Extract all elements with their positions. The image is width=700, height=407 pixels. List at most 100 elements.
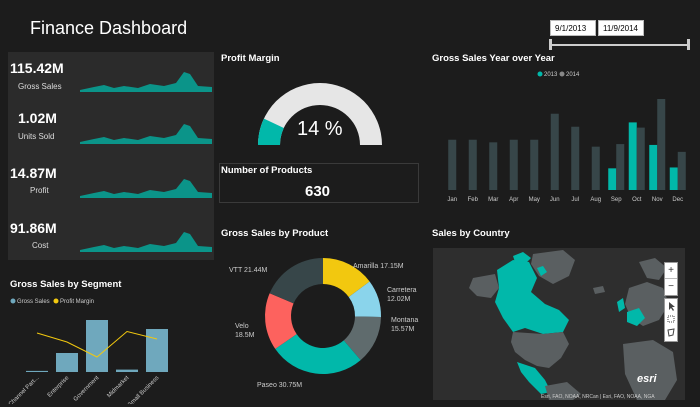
slice-montana xyxy=(343,316,381,361)
slider-start-handle[interactable] xyxy=(549,39,552,50)
slice-value-montana: 15.57M xyxy=(391,326,415,333)
x-tick-nov: Nov xyxy=(652,197,663,203)
south-america-region xyxy=(545,382,581,400)
usa-region xyxy=(511,332,569,368)
segment-tick-4: Small Business xyxy=(127,375,160,404)
kpi-sparklines xyxy=(80,72,212,252)
country-map-title: Sales by Country xyxy=(432,228,510,239)
rectangle-select-icon xyxy=(667,315,675,323)
profit-margin-value: 14 % xyxy=(297,118,343,140)
map-attribution: Esri, FAO, NOAA, NRCan | Esri, FAO, NOAA… xyxy=(541,394,655,400)
slider-end-handle[interactable] xyxy=(687,39,690,50)
greenland-region xyxy=(531,250,575,284)
bar-2014-oct xyxy=(636,127,645,190)
profit-margin-title: Profit Margin xyxy=(221,53,280,64)
end-date-input[interactable]: 11/9/2014 xyxy=(598,20,644,36)
slice-vtt xyxy=(269,258,323,304)
legend-2014-label: 2014 xyxy=(566,72,580,78)
zoom-out-button[interactable]: − xyxy=(668,281,674,292)
bar-2014-dec xyxy=(677,151,686,190)
gross-sales-by-product-chart: Amarilla 17.15M Carretera 12.02M Montana 15.… xyxy=(229,258,418,389)
bar-2013-dec xyxy=(669,167,678,190)
africa-region xyxy=(623,340,677,400)
bar-2013-nov xyxy=(649,144,658,190)
profit-margin-gauge xyxy=(258,83,382,145)
sales-by-country-map[interactable]: + − esri Esri, FAO, NOAA, NRCan | Esri, … xyxy=(433,248,685,400)
bar-2014-may xyxy=(530,139,539,190)
mexico-region xyxy=(517,362,551,394)
gauge-background xyxy=(258,83,382,145)
france-germany-region xyxy=(627,308,645,326)
date-range-slider[interactable] xyxy=(550,44,690,46)
segment-bar-3 xyxy=(116,369,138,372)
segment-tick-1: Enterprise xyxy=(47,375,71,399)
segment-bar-1 xyxy=(56,353,78,372)
start-date-input[interactable]: 9/1/2013 xyxy=(550,20,596,36)
slice-value-carretera: 12.02M xyxy=(387,296,411,303)
slice-paseo xyxy=(275,334,361,374)
segment-bar-0 xyxy=(26,370,48,372)
slice-carretera xyxy=(348,281,381,317)
kpi-panel: 115.42M Gross Sales 1.02M Units Sold 14.… xyxy=(8,52,214,260)
bar-2014-nov xyxy=(657,99,666,190)
profit-value: 14.87M xyxy=(10,165,57,181)
canada-region xyxy=(495,260,569,334)
zoom-in-button[interactable]: + xyxy=(665,263,677,279)
x-tick-aug: Aug xyxy=(590,197,601,203)
page-title: Finance Dashboard xyxy=(30,18,188,38)
bar-2013-oct xyxy=(628,122,637,190)
map-tool-icons xyxy=(667,302,675,337)
yoy-legend: 2013 2014 xyxy=(537,71,580,78)
bar-2014-apr xyxy=(509,139,518,190)
gross-sales-by-segment-chart: Gross Sales Profit Margin Channel Part... E… xyxy=(8,298,168,404)
gross-sales-yoy-chart: 2013 2014 Jan Feb Mar Apr May Jun Jul Aug Sep Oct No… xyxy=(447,71,686,203)
x-tick-oct: Oct xyxy=(632,197,642,203)
bar-2014-jul xyxy=(571,126,580,190)
number-of-products-title: Number of Products xyxy=(221,165,313,176)
x-tick-jun: Jun xyxy=(550,197,560,203)
uk-region xyxy=(617,298,625,312)
slice-label-montana: Montana xyxy=(391,317,418,324)
gross-sales-label: Gross Sales xyxy=(18,82,62,91)
slice-label-vtt: VTT 21.44M xyxy=(229,267,268,274)
esri-logo: esri xyxy=(637,373,657,385)
yoy-chart-title: Gross Sales Year over Year xyxy=(432,53,555,64)
number-of-products-value: 630 xyxy=(305,183,331,200)
iceland-region xyxy=(593,286,605,294)
number-of-products-card xyxy=(219,163,419,203)
product-chart-title: Gross Sales by Product xyxy=(221,228,329,239)
bar-2014-jun xyxy=(550,113,559,190)
bar-2014-aug xyxy=(591,146,600,190)
scandinavia-region xyxy=(639,258,667,280)
units-sold-label: Units Sold xyxy=(18,132,55,141)
bar-2014-sep xyxy=(616,144,625,190)
x-tick-sep: Sep xyxy=(611,197,622,203)
profit-label: Profit xyxy=(30,186,49,195)
legend-profit-margin-label: Profit Margin xyxy=(60,299,94,305)
segment-tick-3: Midmarket xyxy=(106,375,130,399)
world-map xyxy=(469,250,677,400)
bar-2014-feb xyxy=(468,139,477,190)
gross-sales-sparkline xyxy=(80,72,212,92)
x-tick-jul: Jul xyxy=(571,197,579,203)
gauge-fill xyxy=(258,118,284,145)
x-tick-mar: Mar xyxy=(488,197,498,203)
legend-profit-margin-marker xyxy=(53,298,59,304)
zoom-controls: + − xyxy=(664,262,678,296)
legend-2013-label: 2013 xyxy=(544,72,558,78)
x-tick-may: May xyxy=(529,197,540,203)
x-tick-dec: Dec xyxy=(672,197,683,203)
map-tools xyxy=(664,298,678,342)
profit-sparkline xyxy=(80,179,212,198)
profit-margin-line xyxy=(36,330,158,358)
units-sold-sparkline xyxy=(80,124,212,144)
cost-value: 91.86M xyxy=(10,220,57,236)
legend-2013-marker xyxy=(537,71,543,77)
slice-label-amarilla: Amarilla 17.15M xyxy=(353,263,404,270)
slice-label-carretera: Carretera xyxy=(387,287,417,294)
legend-2014-marker xyxy=(559,71,565,77)
segment-bar-4 xyxy=(146,329,168,372)
slice-label-paseo: Paseo 30.75M xyxy=(257,382,302,389)
segment-tick-0: Channel Part... xyxy=(8,375,41,404)
slice-label-velo: Velo xyxy=(235,323,249,330)
